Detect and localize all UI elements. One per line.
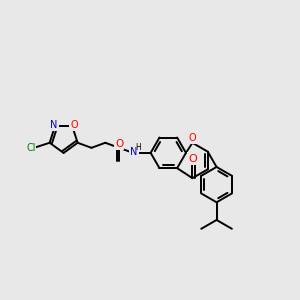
Text: N: N	[130, 147, 138, 157]
Text: O: O	[188, 154, 197, 164]
Text: O: O	[115, 139, 123, 149]
Text: O: O	[70, 120, 78, 130]
Text: O: O	[189, 133, 196, 143]
Text: N: N	[50, 120, 58, 130]
Text: H: H	[135, 143, 141, 152]
Text: Cl: Cl	[26, 142, 35, 153]
